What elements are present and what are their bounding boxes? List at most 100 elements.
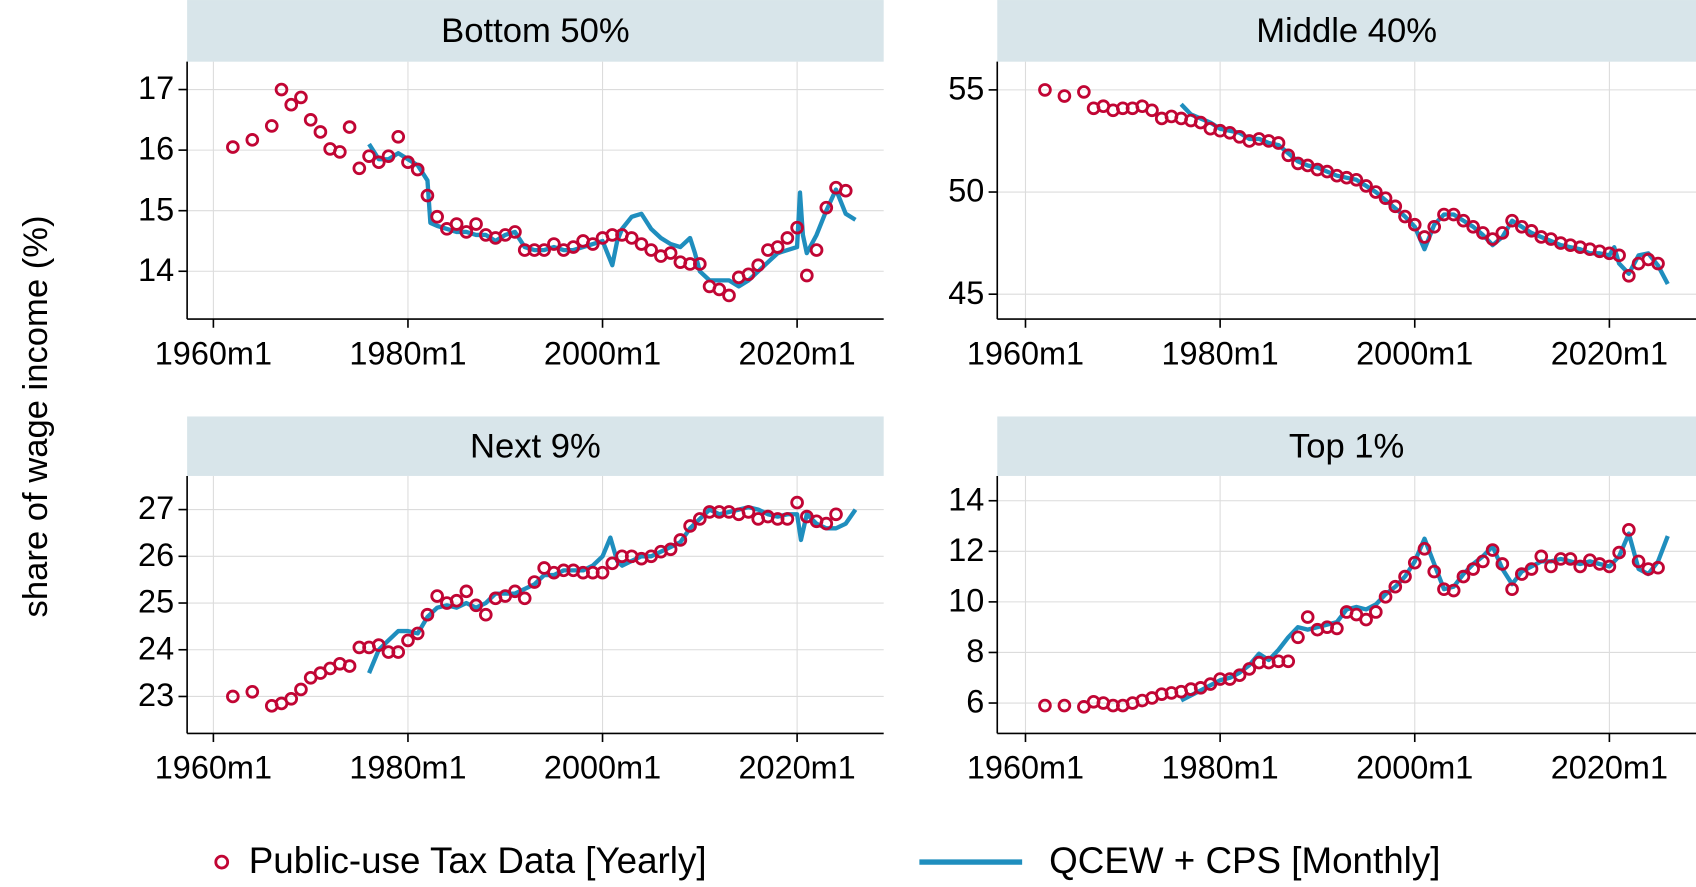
data-point — [508, 584, 522, 599]
data-point — [1398, 569, 1412, 584]
data-point — [819, 516, 834, 531]
panel-header — [997, 0, 1696, 62]
x-tick-label: 1960m1 — [155, 335, 272, 371]
data-point — [809, 243, 824, 257]
data-point — [1359, 612, 1373, 627]
data-point — [527, 575, 542, 589]
data-point — [226, 140, 240, 154]
data-point — [800, 268, 814, 283]
y-tick-label: 12 — [948, 532, 984, 568]
x-tick-label: 1980m1 — [1162, 335, 1279, 371]
data-point — [819, 200, 834, 215]
y-tick-label: 45 — [948, 275, 984, 311]
data-point — [264, 119, 279, 133]
y-tick-label: 26 — [138, 537, 174, 573]
data-point — [226, 689, 240, 704]
y-tick-label: 27 — [138, 490, 174, 526]
x-tick-label: 1980m1 — [349, 750, 466, 786]
data-point — [459, 225, 474, 239]
x-tick-label: 1960m1 — [967, 335, 1084, 371]
data-point — [1524, 562, 1539, 576]
data-point — [683, 519, 697, 533]
legend-label: Public-use Tax Data [Yearly] — [249, 840, 707, 881]
data-point — [430, 589, 444, 603]
data-point — [381, 149, 396, 163]
data-point — [838, 183, 853, 198]
data-point — [1612, 248, 1626, 263]
data-point — [1145, 103, 1159, 118]
data-point — [751, 258, 766, 273]
data-point — [1281, 654, 1296, 669]
data-point — [1242, 662, 1257, 676]
data-point — [1232, 668, 1247, 683]
data-point — [1427, 219, 1442, 234]
data-point — [294, 90, 308, 105]
data-point — [1417, 541, 1432, 556]
panel-header — [187, 0, 884, 62]
x-tick-label: 1980m1 — [1162, 750, 1279, 786]
data-point — [1495, 226, 1510, 240]
y-tick-label: 10 — [948, 583, 984, 619]
data-point — [410, 626, 425, 641]
data-point — [371, 155, 386, 170]
x-tick-label: 2000m1 — [1356, 750, 1473, 786]
data-point — [508, 225, 522, 239]
data-point — [1524, 224, 1539, 238]
data-point — [1378, 191, 1393, 205]
panel-header — [997, 416, 1696, 476]
x-tick-label: 2020m1 — [1551, 335, 1668, 371]
data-point — [547, 237, 561, 251]
legend-marker — [214, 854, 230, 870]
y-tick-label: 25 — [138, 584, 174, 620]
y-tick-label: 14 — [948, 481, 984, 517]
data-point — [1534, 549, 1549, 564]
panel-header — [187, 416, 884, 476]
data-point — [712, 282, 727, 297]
x-tick-label: 2020m1 — [738, 750, 855, 786]
data-point — [391, 129, 406, 144]
data-point — [1388, 579, 1403, 594]
data-point — [1602, 559, 1617, 574]
data-point — [1398, 209, 1412, 224]
data-point — [333, 145, 347, 159]
data-point — [313, 125, 328, 139]
y-tick-label: 8 — [966, 633, 984, 669]
data-point — [1330, 621, 1344, 636]
data-point — [1573, 559, 1588, 574]
data-point — [391, 645, 406, 659]
data-point — [1407, 217, 1422, 232]
y-axis-label: share of wage income (%) — [17, 215, 55, 617]
data-point — [1369, 185, 1383, 199]
legend-label: QCEW + CPS [Monthly] — [1049, 840, 1440, 881]
data-point — [1417, 230, 1432, 244]
data-point — [1612, 545, 1626, 560]
y-tick-label: 15 — [138, 191, 174, 227]
data-point — [624, 231, 639, 245]
data-point — [780, 231, 795, 245]
data-point — [1407, 555, 1422, 570]
data-point — [1476, 226, 1490, 240]
data-point — [1456, 569, 1471, 584]
data-point — [1378, 590, 1393, 604]
data-point — [663, 246, 678, 260]
data-point — [1057, 89, 1072, 103]
data-point — [1466, 562, 1480, 576]
x-tick-label: 2000m1 — [544, 750, 661, 786]
data-point — [1631, 554, 1646, 569]
panel-title: Bottom 50% — [441, 12, 630, 50]
data-point — [693, 512, 707, 526]
data-point — [790, 220, 804, 235]
data-point — [1651, 256, 1665, 271]
data-point — [1485, 232, 1500, 246]
data-point — [284, 97, 299, 112]
data-point — [1563, 552, 1578, 566]
data-point — [245, 684, 260, 699]
x-tick-label: 1960m1 — [967, 750, 1084, 786]
data-point — [1077, 85, 1091, 99]
data-point — [420, 188, 435, 203]
series-line — [1179, 102, 1670, 285]
series-line — [367, 142, 857, 289]
data-point — [342, 659, 357, 673]
data-point — [517, 591, 532, 606]
